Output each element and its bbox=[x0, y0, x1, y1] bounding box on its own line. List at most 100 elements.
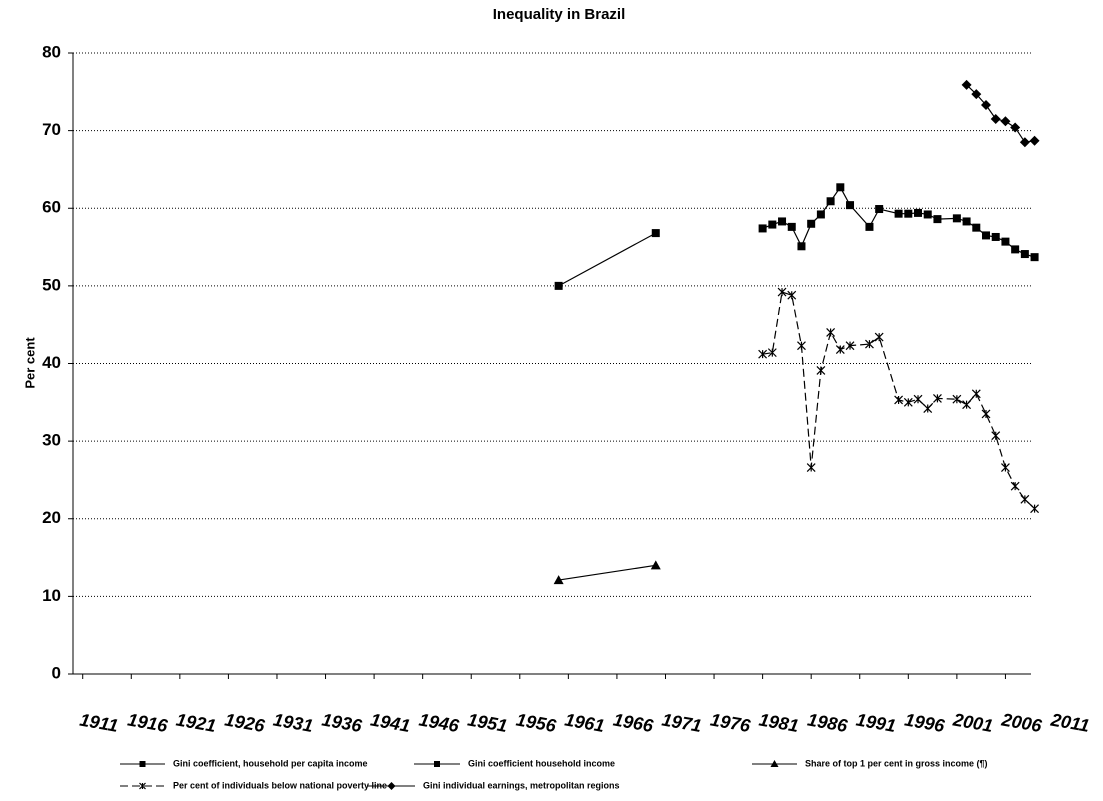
data-point bbox=[982, 231, 991, 240]
x-tick-label: 1996 bbox=[903, 709, 947, 736]
data-point bbox=[768, 220, 777, 229]
data-point bbox=[894, 209, 903, 218]
data-point bbox=[1030, 253, 1039, 262]
data-point bbox=[874, 332, 884, 342]
series-line bbox=[762, 291, 1035, 510]
legend-marker bbox=[139, 782, 146, 790]
data-point bbox=[845, 341, 855, 351]
data-point bbox=[904, 209, 913, 218]
data-point bbox=[826, 197, 835, 206]
x-tick-label: 1921 bbox=[175, 709, 218, 736]
data-point bbox=[1001, 237, 1010, 246]
data-point bbox=[894, 395, 904, 405]
data-point bbox=[875, 205, 884, 214]
data-point bbox=[971, 389, 981, 399]
x-tick-label: 1926 bbox=[223, 709, 267, 736]
y-tick-label: 0 bbox=[52, 663, 61, 682]
legend-label: Share of top 1 per cent in gross income … bbox=[805, 758, 988, 768]
y-axis-label: Per cent bbox=[22, 337, 37, 389]
data-point bbox=[962, 400, 972, 410]
x-tick-label: 1936 bbox=[320, 709, 364, 736]
legend-marker bbox=[434, 761, 440, 767]
data-point bbox=[991, 232, 1000, 241]
data-point bbox=[807, 219, 816, 228]
data-point bbox=[1000, 116, 1011, 127]
x-tick-label: 1916 bbox=[126, 709, 170, 736]
data-point bbox=[651, 229, 660, 238]
data-point bbox=[971, 89, 982, 100]
x-tick-label: 2006 bbox=[999, 709, 1044, 736]
data-point bbox=[816, 210, 825, 219]
data-point bbox=[981, 409, 991, 419]
data-point bbox=[836, 183, 845, 192]
data-point bbox=[650, 560, 661, 570]
x-tick-label: 1971 bbox=[660, 709, 703, 736]
x-tick-label: 1956 bbox=[515, 709, 559, 736]
data-point bbox=[990, 113, 1001, 124]
chart-title: Inequality in Brazil bbox=[493, 6, 626, 23]
y-tick-label: 80 bbox=[42, 42, 61, 61]
data-point bbox=[787, 290, 797, 300]
data-point bbox=[758, 349, 768, 359]
data-point bbox=[1030, 504, 1039, 514]
data-point bbox=[865, 339, 874, 349]
legend-marker bbox=[387, 782, 396, 790]
data-point bbox=[903, 397, 913, 407]
data-point bbox=[826, 328, 836, 337]
data-point bbox=[846, 201, 855, 210]
y-tick-label: 20 bbox=[42, 508, 61, 527]
y-tick-label: 50 bbox=[42, 275, 61, 294]
x-tick-label: 1961 bbox=[563, 709, 606, 736]
x-tick-label: 1911 bbox=[78, 710, 120, 736]
data-point bbox=[972, 223, 981, 232]
data-point bbox=[787, 222, 796, 231]
data-point bbox=[553, 575, 564, 585]
x-tick-label: 1931 bbox=[272, 709, 315, 736]
data-point bbox=[554, 281, 563, 290]
data-point bbox=[1020, 494, 1030, 504]
data-point bbox=[816, 366, 826, 375]
data-point bbox=[962, 217, 971, 226]
data-point bbox=[777, 287, 787, 297]
data-point bbox=[1011, 245, 1020, 254]
series-line bbox=[558, 232, 657, 287]
x-tick-label: 1946 bbox=[417, 709, 461, 736]
x-tick-label: 1951 bbox=[466, 709, 509, 736]
data-point bbox=[923, 210, 932, 219]
x-tick-label: 1981 bbox=[757, 709, 800, 736]
legend-label: Gini coefficient household income bbox=[468, 758, 615, 768]
data-point bbox=[767, 348, 777, 358]
x-tick-label: 1976 bbox=[709, 709, 753, 736]
data-point bbox=[933, 215, 942, 224]
data-point bbox=[1010, 481, 1020, 491]
series-line bbox=[558, 564, 656, 581]
data-point bbox=[913, 394, 923, 404]
data-point bbox=[914, 208, 923, 217]
data-point bbox=[952, 394, 962, 404]
y-tick-label: 40 bbox=[42, 353, 61, 372]
data-point bbox=[1029, 135, 1040, 146]
y-tick-label: 10 bbox=[42, 586, 61, 605]
data-point bbox=[865, 222, 874, 231]
data-point bbox=[1001, 463, 1010, 472]
data-point bbox=[1019, 137, 1030, 148]
legend-marker bbox=[770, 760, 779, 767]
x-tick-label: 1966 bbox=[612, 709, 656, 736]
data-point bbox=[952, 214, 961, 223]
data-point bbox=[961, 79, 972, 90]
data-point bbox=[758, 224, 767, 233]
data-point bbox=[1010, 122, 1021, 133]
data-point bbox=[1020, 250, 1029, 259]
data-point bbox=[923, 404, 933, 413]
x-tick-label: 1986 bbox=[806, 709, 850, 736]
data-point bbox=[933, 394, 942, 403]
legend-label: Per cent of individuals below national p… bbox=[173, 780, 387, 790]
y-tick-label: 70 bbox=[42, 120, 61, 139]
data-point bbox=[778, 217, 787, 226]
y-tick-label: 60 bbox=[42, 198, 61, 217]
data-point bbox=[797, 341, 806, 351]
data-point bbox=[981, 100, 992, 111]
legend-marker bbox=[139, 761, 146, 767]
y-tick-label: 30 bbox=[42, 431, 61, 450]
